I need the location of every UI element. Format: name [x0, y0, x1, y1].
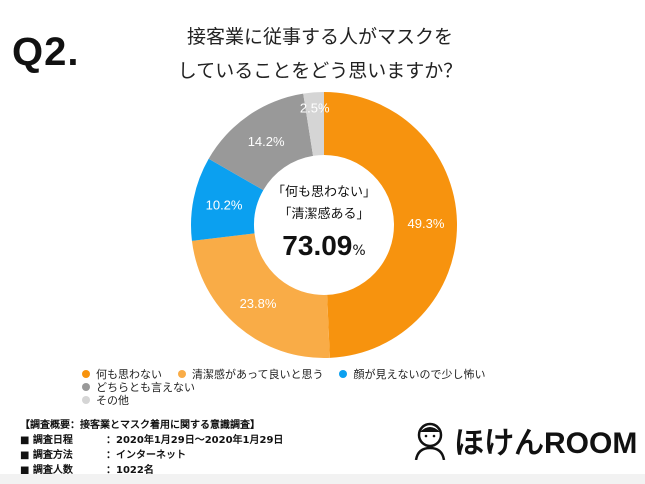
slice-label: 23.8% [240, 296, 277, 311]
legend-label: 顔が見えないので少し怖い [353, 368, 486, 381]
slice-1 [191, 233, 330, 358]
title-line: していることをどう思いますか？ [177, 60, 463, 82]
survey-row: ■ 調査方法 ：インターネット [20, 450, 186, 461]
slice-3 [208, 93, 314, 191]
title-line: 接客業に従事する人がマスクを [186, 26, 453, 48]
slice-label: 49.3% [408, 216, 445, 231]
survey-summary: 【調査概要：接客業とマスク着用に関する意識調査】 ■ 調査日程 ：2020年1月2… [20, 418, 283, 478]
legend-label: 清潔感があって良いと思う [192, 368, 324, 381]
legend-dot [339, 370, 348, 378]
logo-text: ほけんROOM [454, 427, 638, 460]
person-face-icon [414, 422, 446, 460]
logo: ほけんROOM [412, 418, 637, 462]
legend-item: 何も思わない [82, 368, 162, 381]
legend-dot [82, 383, 90, 391]
chart-title: 接客業に従事する人がマスクを していることをどう思いますか？ [150, 20, 490, 88]
legend-item: どちらとも言えない [82, 381, 195, 394]
legend-item: 清潔感があって良いと思う [178, 368, 323, 381]
legend-dot [82, 370, 90, 378]
legend-label: 何も思わない [96, 368, 162, 381]
legend-dot [82, 396, 90, 404]
legend-item: 顔が見えないので少し怖い [339, 368, 485, 381]
legend: 何も思わない 清潔感があって良いと思う 顔が見えないので少し怖いどちらとも言えないそ… [82, 368, 602, 407]
survey-row: ■ 調査人数 ：1022名 [20, 465, 154, 476]
slice-label: 10.2% [206, 198, 243, 213]
slice-label: 14.2% [248, 134, 285, 149]
slice-label: 2.5% [300, 100, 330, 115]
slice-4 [303, 92, 324, 156]
donut-chart: 49.3% 23.8% 10.2% 14.2% 2.5% 「何も思わない」「清潔感ある」 7… [190, 92, 458, 358]
legend-item: その他 [82, 394, 129, 407]
legend-label: どちらとも言えない [96, 381, 195, 394]
legend-label: その他 [96, 394, 129, 407]
survey-row: ■ 調査日程 ：2020年1月29日〜2020年1月29日 [20, 435, 284, 446]
footer-bar [0, 474, 645, 484]
survey-heading: 【調査概要：接客業とマスク着用に関する意識調査】 [20, 420, 260, 431]
question-label: Q2. [12, 30, 80, 74]
legend-dot [178, 370, 186, 378]
center-line2: 「清潔感ある」 [278, 206, 369, 222]
slice-2 [190, 158, 264, 241]
center-line1: 「何も思わない」 [272, 184, 376, 200]
center-value: 73.09% [282, 230, 365, 261]
slice-0 [324, 92, 458, 358]
